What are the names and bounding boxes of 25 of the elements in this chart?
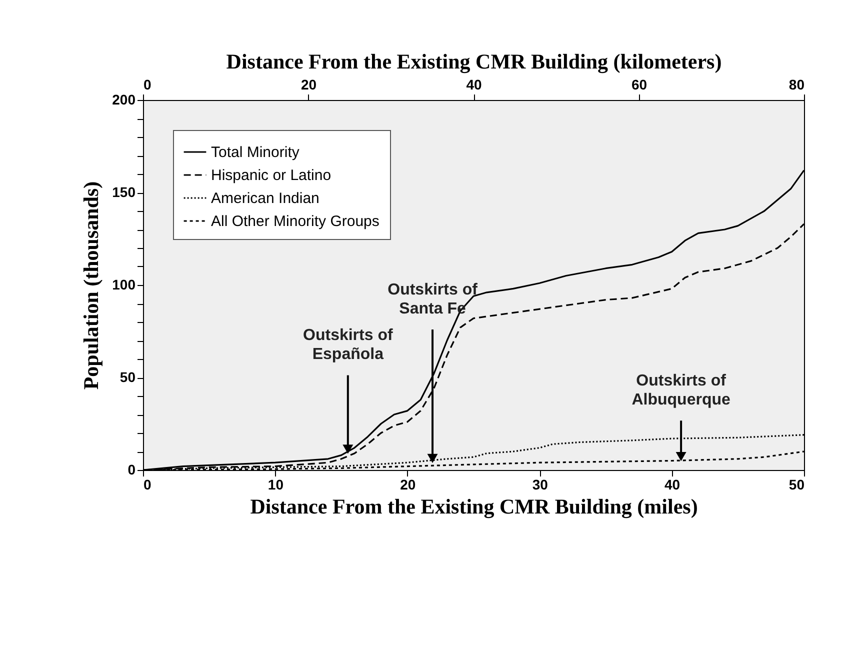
y-tick-label: 200	[112, 92, 136, 108]
y-axis-title: Population (thousands)	[79, 181, 104, 390]
x-tick-label: 30	[532, 476, 548, 492]
x-tick-label: 10	[268, 476, 284, 492]
x-tick-label: 40	[664, 476, 680, 492]
legend-label: All Other Minority Groups	[211, 213, 380, 230]
x-tick-label: 50	[788, 476, 805, 492]
x-tick-label: 20	[400, 476, 416, 492]
x-tick-label: 0	[144, 476, 152, 492]
x2-tick-label: 20	[300, 76, 317, 92]
legend-label: Hispanic or Latino	[211, 167, 332, 184]
x2-tick-label: 40	[466, 76, 482, 92]
x2-tick-label: 0	[144, 76, 152, 92]
x-axis-title: Distance From the Existing CMR Building (miles)	[250, 494, 698, 518]
x2-tick-label: 80	[788, 76, 805, 92]
annotation: Outskirts of Albuquerque	[632, 372, 730, 409]
legend-label: Total Minority	[211, 144, 300, 161]
y-tick-label: 50	[120, 369, 136, 385]
annotation: Outskirts of Española	[303, 327, 394, 364]
y-tick-label: 0	[128, 462, 136, 478]
y-tick-label: 150	[112, 184, 136, 200]
x2-tick-label: 60	[631, 76, 648, 92]
x2-axis-title: Distance From the Existing CMR Building (kilometers)	[226, 50, 722, 74]
y-tick-label: 100	[112, 276, 136, 292]
legend-label: American Indian	[211, 190, 320, 207]
